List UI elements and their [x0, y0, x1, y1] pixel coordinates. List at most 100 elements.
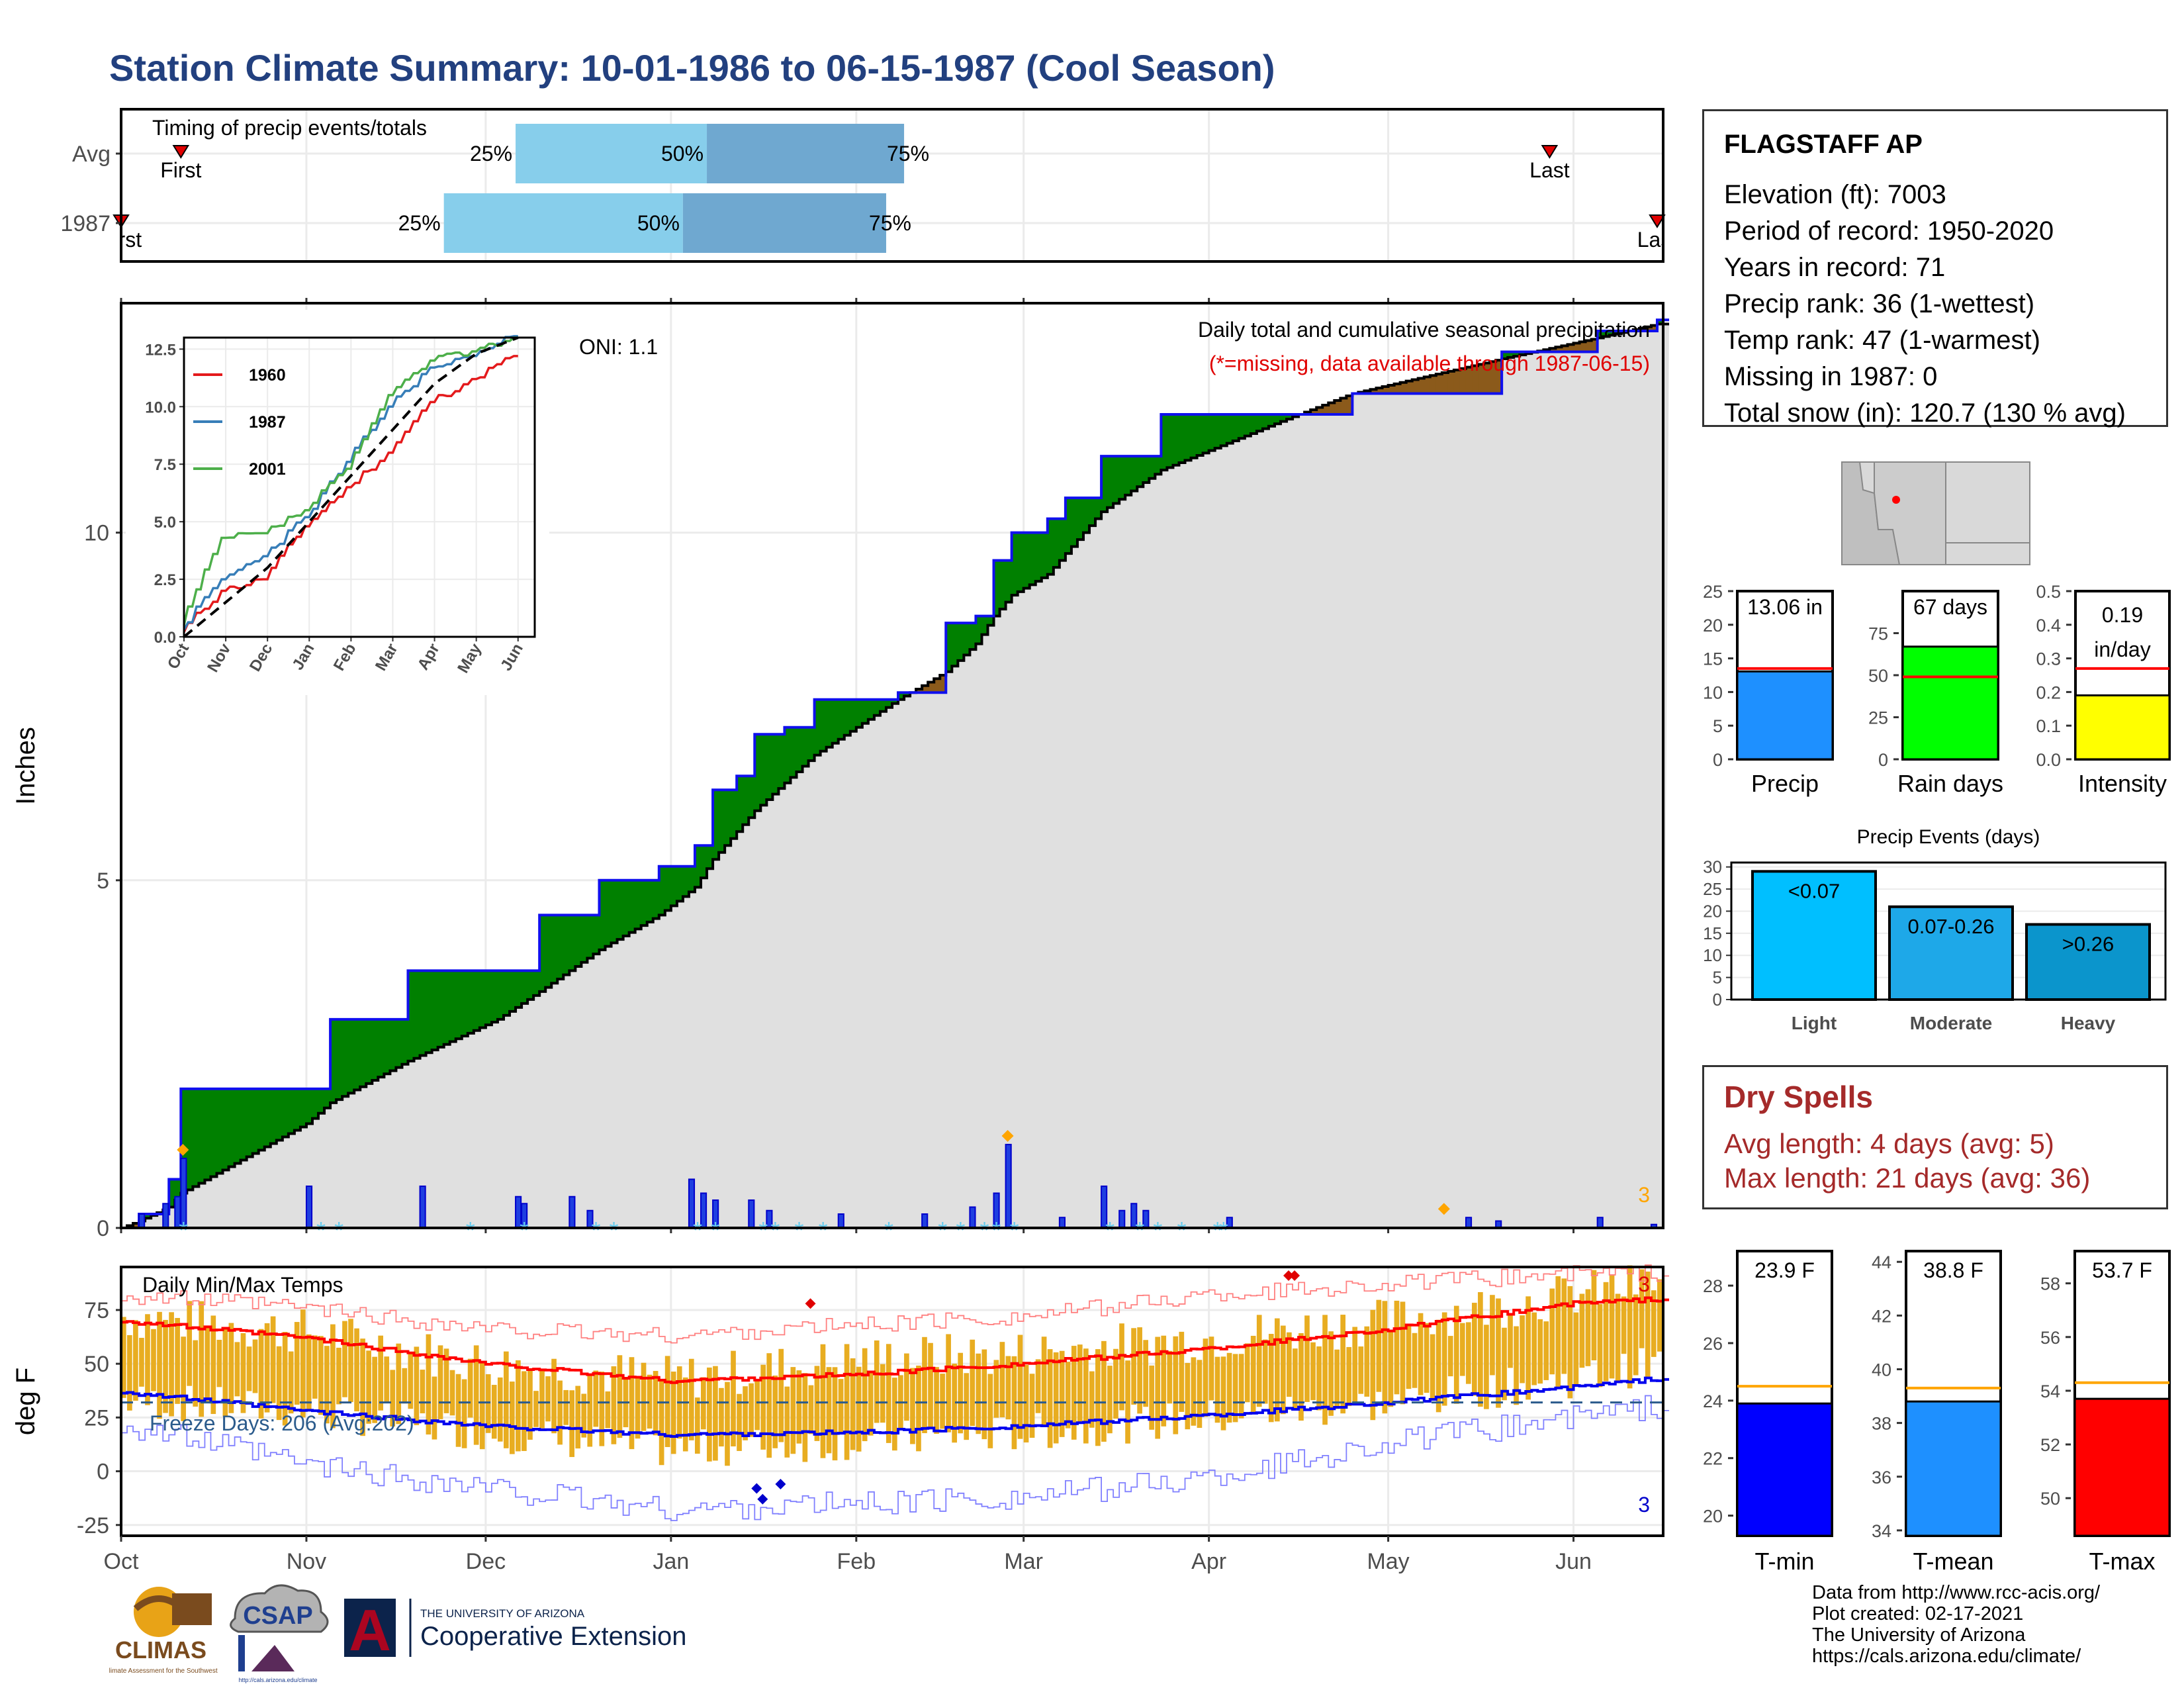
temp-summary-category-label: T-max — [2089, 1548, 2155, 1575]
ua-name: THE UNIVERSITY OF ARIZONA — [420, 1607, 585, 1620]
daily-temp-bar — [940, 1374, 945, 1429]
anomaly-fill — [934, 679, 940, 693]
daily-temp-bar — [1430, 1334, 1435, 1399]
daily-temp-bar — [688, 1358, 694, 1440]
temp-summary-tick-label: 28 — [1703, 1276, 1723, 1296]
anomaly-fill — [1465, 367, 1473, 394]
anomaly-fill — [1508, 352, 1514, 358]
daily-temp-bar — [713, 1366, 718, 1461]
daily-temp-bar — [246, 1346, 252, 1391]
daily-temp-bar — [694, 1397, 700, 1454]
daily-temp-bar — [832, 1367, 838, 1461]
daily-temp-bar — [1478, 1291, 1483, 1407]
anomaly-fill — [838, 699, 845, 739]
dry-spells-avg: Avg length: 4 days (avg: 5) — [1724, 1128, 2054, 1159]
daily-temp-bar — [557, 1380, 563, 1445]
daily-temp-bar — [1514, 1326, 1519, 1405]
anomaly-fill — [814, 699, 821, 755]
timing-bar-25-50 — [516, 124, 707, 183]
daily-precip-bar — [1465, 1217, 1473, 1229]
station-temp-rank: Temp rank: 47 (1-warmest) — [1724, 326, 2040, 355]
events-category-label: Heavy — [2061, 1013, 2116, 1033]
daily-precip-bar — [921, 1213, 929, 1229]
events-bar-label: >0.26 — [2062, 932, 2114, 955]
events-tick-label: 25 — [1703, 879, 1722, 899]
anomaly-fill — [1167, 414, 1174, 468]
temp-summary-tick-label: 52 — [2040, 1435, 2060, 1455]
temp-summary-bar-T-mean — [1905, 1400, 2002, 1537]
anomaly-fill — [294, 1088, 301, 1131]
page-title: Station Climate Summary: 10-01-1986 to 0… — [109, 47, 1275, 89]
temp-summary-value-label: 53.7 F — [2092, 1258, 2152, 1282]
anomaly-fill — [1514, 352, 1520, 357]
daily-temp-bar — [946, 1334, 951, 1432]
anomaly-fill — [1214, 414, 1222, 449]
daily-temp-bar — [575, 1385, 581, 1449]
temperature-panel: Daily Min/Max Temps Freeze Days: 206 (Avg… — [11, 1264, 1670, 1538]
daily-temp-bar — [1197, 1360, 1203, 1429]
daily-temp-bar — [1597, 1304, 1603, 1387]
anomaly-fill — [916, 688, 923, 693]
anomaly-fill — [617, 880, 624, 940]
snow-day-marker: * — [1213, 1217, 1222, 1244]
daily-temp-bar — [396, 1343, 402, 1425]
daily-temp-bar — [719, 1387, 724, 1447]
anomaly-fill — [1639, 328, 1646, 332]
daily-temp-bar — [1053, 1352, 1059, 1444]
daily-temp-bar — [408, 1352, 414, 1409]
daily-temp-bar — [766, 1353, 772, 1458]
summary-tick-label: 0.0 — [2036, 750, 2061, 770]
anomaly-fill — [958, 623, 964, 661]
anomaly-fill — [563, 915, 570, 975]
anomaly-fill — [545, 915, 552, 988]
anomaly-fill — [1430, 375, 1437, 394]
daily-temp-bar — [790, 1367, 796, 1454]
temp-summary-tick-label: 44 — [1872, 1252, 1891, 1272]
anomaly-fill — [1573, 343, 1580, 352]
daily-temp-bar — [563, 1389, 569, 1425]
station-location-dot — [1892, 496, 1900, 504]
anomaly-fill — [676, 866, 684, 902]
record-marker — [1437, 1203, 1450, 1215]
daily-temp-bar — [252, 1339, 258, 1393]
anomaly-fill — [623, 880, 630, 936]
daily-temp-bar — [772, 1376, 778, 1448]
anomaly-fill — [1424, 377, 1431, 394]
daily-temp-bar — [1238, 1354, 1244, 1419]
snow-day-marker: * — [794, 1217, 803, 1244]
daily-temp-bar — [981, 1349, 987, 1440]
timing-caption: Timing of precip events/totals — [152, 116, 427, 140]
daily-temp-bar — [1453, 1305, 1459, 1404]
snow-day-marker: * — [819, 1217, 828, 1244]
daily-temp-bar — [276, 1346, 282, 1421]
daily-temp-bar — [366, 1350, 371, 1424]
anomaly-fill — [713, 790, 719, 860]
anomaly-fill — [1310, 410, 1317, 415]
first-event-marker — [172, 145, 190, 159]
daily-temp-bar — [1633, 1294, 1639, 1376]
daily-temp-bar — [1089, 1371, 1095, 1428]
station-precip-rank: Precip rank: 36 (1-wettest) — [1724, 289, 2035, 318]
daily-temp-bar — [760, 1364, 766, 1450]
anomaly-fill — [1459, 368, 1467, 394]
daily-temp-bar — [617, 1355, 623, 1438]
daily-temp-bar — [1059, 1350, 1065, 1437]
daily-temp-bar — [999, 1342, 1005, 1418]
summary-tick-label: 5 — [1713, 716, 1723, 736]
anomaly-fill — [832, 699, 839, 743]
station-years: Years in record: 71 — [1724, 253, 1946, 282]
anomaly-fill — [898, 692, 905, 700]
anomaly-fill — [778, 734, 786, 789]
daily-temp-bar — [826, 1367, 832, 1454]
anomaly-fill — [641, 880, 648, 926]
daily-temp-bar — [1268, 1334, 1274, 1423]
anomaly-fill — [1113, 456, 1120, 504]
anomaly-fill — [414, 970, 421, 1058]
anomaly-fill — [1484, 363, 1490, 394]
daily-temp-bar — [743, 1386, 748, 1440]
temp-summary-tick-label: 24 — [1703, 1391, 1723, 1411]
daily-temp-bar — [1281, 1325, 1286, 1415]
anomaly-fill — [904, 692, 911, 696]
daily-temp-bar — [569, 1390, 575, 1458]
anomaly-fill — [300, 1088, 307, 1127]
